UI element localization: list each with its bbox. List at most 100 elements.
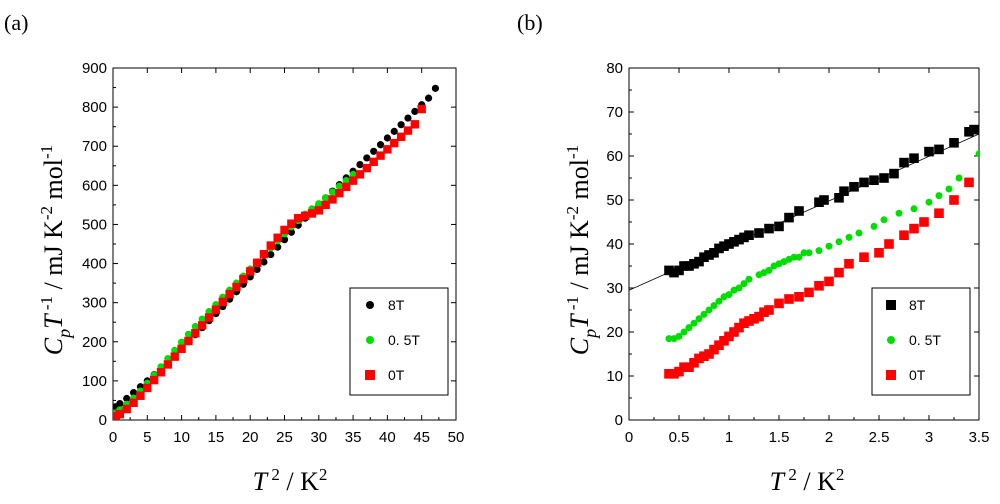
data-point bbox=[315, 200, 323, 208]
legend-marker bbox=[366, 336, 374, 344]
data-point bbox=[969, 124, 979, 135]
data-point bbox=[699, 252, 709, 262]
data-point bbox=[287, 228, 295, 236]
data-point bbox=[129, 389, 138, 397]
data-point bbox=[855, 229, 863, 237]
data-point bbox=[879, 173, 889, 183]
data-point bbox=[825, 242, 833, 250]
data-point bbox=[700, 310, 708, 318]
data-point bbox=[664, 369, 674, 379]
data-point bbox=[664, 265, 674, 276]
x-tick-label: 0 bbox=[625, 429, 633, 446]
y-tick-label: 80 bbox=[606, 60, 623, 77]
legend-marker bbox=[365, 370, 375, 380]
data-point bbox=[765, 266, 773, 274]
chart-panel-b: (b) 0 0.5 1 1.5 2 2.5 3 3.5 0 10 20 30 40 50 60 70 80 8T 0.… bbox=[517, 10, 989, 496]
data-point bbox=[424, 94, 433, 102]
data-point bbox=[745, 275, 753, 283]
data-point bbox=[342, 177, 350, 185]
data-point bbox=[390, 127, 398, 135]
data-point bbox=[774, 221, 784, 232]
data-point bbox=[804, 287, 814, 298]
data-point bbox=[729, 327, 739, 337]
x-tick-label: 30 bbox=[310, 429, 327, 446]
data-point bbox=[805, 249, 813, 257]
data-point bbox=[734, 322, 744, 333]
x-axis-label: T 2 / K2 bbox=[253, 465, 328, 496]
data-point bbox=[739, 318, 749, 328]
data-point bbox=[115, 409, 125, 419]
data-point bbox=[259, 249, 269, 259]
data-point bbox=[759, 307, 769, 317]
data-point bbox=[699, 351, 709, 361]
data-point bbox=[694, 256, 704, 267]
series-0t bbox=[664, 177, 974, 379]
data-point bbox=[122, 404, 131, 414]
legend-label: 0T bbox=[909, 367, 926, 383]
y-tick-label: 700 bbox=[82, 138, 107, 155]
data-point bbox=[300, 211, 310, 221]
data-point bbox=[225, 289, 234, 299]
data-point bbox=[949, 138, 959, 148]
data-point bbox=[719, 241, 729, 251]
data-point bbox=[178, 338, 186, 346]
data-point bbox=[246, 267, 255, 276]
data-point bbox=[184, 330, 193, 338]
data-point bbox=[136, 391, 145, 400]
y-tick-label: 400 bbox=[82, 256, 107, 273]
data-point bbox=[684, 261, 694, 271]
data-point bbox=[287, 219, 296, 228]
data-point bbox=[184, 336, 193, 346]
data-point bbox=[403, 126, 413, 135]
data-point bbox=[191, 328, 200, 338]
data-point bbox=[714, 340, 724, 350]
data-point bbox=[143, 383, 152, 393]
legend-label: 8T bbox=[388, 297, 405, 313]
x-tick-label: 10 bbox=[173, 429, 190, 446]
data-point bbox=[724, 331, 734, 342]
data-point bbox=[335, 182, 343, 190]
data-point bbox=[684, 362, 694, 372]
data-point bbox=[396, 132, 406, 142]
data-point bbox=[739, 232, 749, 243]
x-tick-label: 45 bbox=[413, 429, 430, 446]
data-point bbox=[253, 265, 261, 274]
data-point bbox=[975, 150, 979, 158]
legend-marker bbox=[887, 336, 895, 344]
data-point bbox=[790, 253, 798, 261]
data-point bbox=[410, 120, 420, 129]
data-point bbox=[839, 186, 849, 196]
legend-marker bbox=[886, 300, 896, 310]
data-point bbox=[669, 369, 679, 379]
data-point bbox=[355, 170, 365, 179]
data-point bbox=[794, 292, 804, 302]
data-point bbox=[129, 398, 138, 407]
x-tick-label: 3 bbox=[925, 429, 933, 446]
data-point bbox=[925, 198, 933, 206]
data-point bbox=[280, 236, 289, 244]
data-point bbox=[674, 366, 684, 377]
x-tick-label: 25 bbox=[276, 429, 293, 446]
data-point bbox=[819, 195, 829, 205]
data-point bbox=[177, 344, 186, 354]
data-point bbox=[171, 346, 179, 354]
data-point bbox=[267, 250, 275, 259]
legend: 8T 0. 5T 0T bbox=[871, 287, 971, 396]
data-point bbox=[383, 134, 391, 142]
data-point bbox=[321, 200, 330, 210]
data-point bbox=[734, 234, 744, 245]
data-point bbox=[849, 182, 859, 192]
y-tick-label: 60 bbox=[606, 148, 623, 165]
data-point bbox=[794, 206, 804, 216]
y-tick-label: 900 bbox=[82, 60, 107, 77]
legend-marker bbox=[886, 370, 896, 380]
data-point bbox=[884, 239, 894, 249]
data-point bbox=[232, 282, 241, 292]
data-point bbox=[376, 141, 385, 149]
data-point bbox=[690, 319, 698, 327]
x-axis-label: T 2 / K2 bbox=[770, 465, 845, 496]
y-tick-label: 300 bbox=[82, 295, 107, 312]
y-tick-label: 0 bbox=[99, 412, 107, 429]
x-tick-label: 35 bbox=[345, 429, 362, 446]
x-tick-label: 0.5 bbox=[669, 429, 690, 446]
